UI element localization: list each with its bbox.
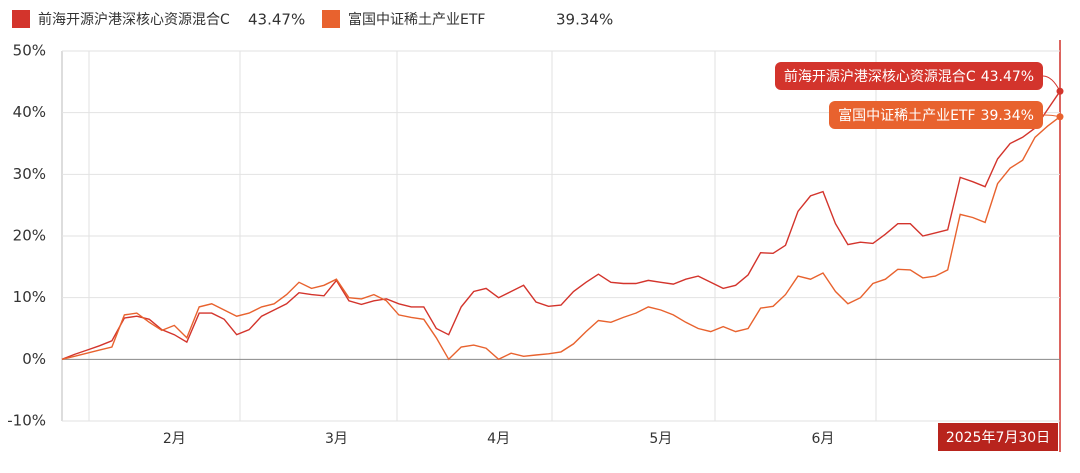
series-line <box>61 116 1061 361</box>
tooltip-name: 富国中证稀土产业ETF <box>838 107 975 124</box>
legend-value: 43.47% <box>248 11 305 29</box>
y-tick-label: 10% <box>13 288 46 306</box>
date-marker-label: 2025年7月30日 <box>946 430 1050 446</box>
tooltip-text: 富国中证稀土产业ETF 39.34% <box>838 107 1034 124</box>
tooltip-name: 前海开源沪港深核心资源混合C <box>784 68 976 85</box>
x-tick-label: 3月 <box>325 431 348 447</box>
tooltip-value: 43.47% <box>981 69 1034 85</box>
tooltip-value: 39.34% <box>981 108 1034 124</box>
legend-label: 富国中证稀土产业ETF <box>348 11 485 28</box>
y-tick-label: 20% <box>13 227 46 245</box>
y-tick-label: 30% <box>13 165 46 183</box>
tooltip-box <box>775 62 1043 90</box>
legend-swatch <box>12 10 30 28</box>
legend-swatch <box>322 10 340 28</box>
end-dot <box>1056 87 1064 95</box>
y-tick-label: 50% <box>13 42 46 60</box>
x-tick-label: 4月 <box>487 431 510 447</box>
tooltip-text: 前海开源沪港深核心资源混合C 43.47% <box>784 68 1034 85</box>
series-line <box>61 90 1061 360</box>
end-dot <box>1056 113 1064 121</box>
x-tick-label: 5月 <box>649 431 672 447</box>
y-tick-label: -10% <box>7 412 46 430</box>
legend-value: 39.34% <box>556 11 613 29</box>
legend-label: 前海开源沪港深核心资源混合C <box>38 11 230 28</box>
y-tick-label: 0% <box>22 350 46 368</box>
x-tick-label: 2月 <box>163 431 186 447</box>
x-tick-label: 6月 <box>812 431 835 447</box>
y-tick-label: 40% <box>13 103 46 121</box>
tooltip-box <box>829 101 1043 129</box>
date-marker-box <box>938 423 1058 451</box>
